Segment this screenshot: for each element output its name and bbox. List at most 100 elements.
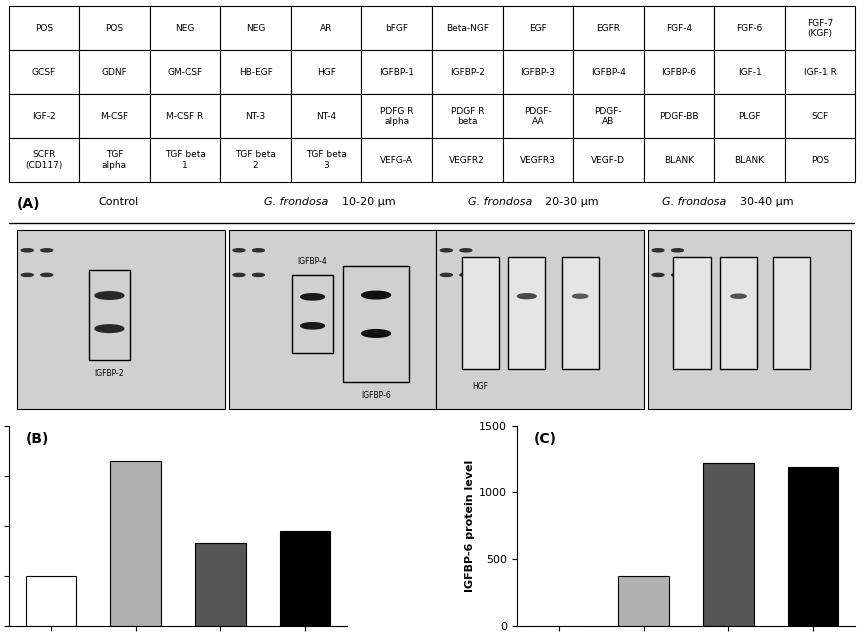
Bar — [785, 6, 855, 51]
Bar — [361, 6, 432, 51]
Text: BLANK: BLANK — [734, 155, 765, 165]
Text: VEGFR3: VEGFR3 — [520, 155, 556, 165]
Bar — [720, 257, 757, 369]
Bar — [220, 94, 291, 138]
Text: TGF beta
3: TGF beta 3 — [306, 150, 346, 170]
Bar — [343, 266, 410, 382]
Bar — [573, 94, 644, 138]
Circle shape — [441, 274, 453, 276]
Bar — [220, 138, 291, 182]
Circle shape — [460, 274, 472, 276]
Text: VEGF-D: VEGF-D — [591, 155, 626, 165]
Text: AR: AR — [320, 24, 333, 33]
Bar — [149, 94, 220, 138]
Y-axis label: IGFBP-6 protein level: IGFBP-6 protein level — [465, 459, 475, 592]
Circle shape — [362, 330, 391, 337]
Text: EGFR: EGFR — [596, 24, 620, 33]
Text: Control: Control — [98, 197, 139, 207]
Text: IGFBP-4: IGFBP-4 — [591, 68, 626, 76]
Text: HGF: HGF — [473, 382, 488, 391]
Text: POS: POS — [811, 155, 829, 165]
Text: (B): (B) — [26, 432, 49, 446]
Circle shape — [252, 249, 264, 252]
Bar — [785, 94, 855, 138]
Bar — [361, 51, 432, 94]
Bar — [26, 576, 76, 626]
Circle shape — [252, 274, 264, 276]
Bar — [703, 463, 753, 626]
Text: PDGF-BB: PDGF-BB — [659, 112, 699, 121]
Bar — [280, 531, 330, 626]
Text: IGFBP-6: IGFBP-6 — [662, 68, 696, 76]
Bar — [79, 6, 149, 51]
Bar — [788, 467, 838, 626]
Text: HGF: HGF — [317, 68, 335, 76]
Circle shape — [671, 249, 683, 252]
Text: IGF-1 R: IGF-1 R — [804, 68, 836, 76]
Circle shape — [95, 325, 124, 332]
Bar — [229, 230, 436, 409]
Bar — [508, 257, 545, 369]
Text: GM-CSF: GM-CSF — [168, 68, 202, 76]
Bar — [644, 51, 715, 94]
Text: (C): (C) — [534, 432, 556, 446]
Text: VEGFR2: VEGFR2 — [449, 155, 486, 165]
Bar — [9, 138, 79, 182]
Text: GDNF: GDNF — [102, 68, 127, 76]
Circle shape — [652, 249, 664, 252]
Text: G. frondosa: G. frondosa — [264, 197, 328, 207]
Bar — [432, 94, 503, 138]
Circle shape — [22, 274, 33, 276]
Bar — [715, 94, 785, 138]
Bar — [292, 275, 333, 353]
Text: FGF-6: FGF-6 — [736, 24, 763, 33]
Circle shape — [301, 294, 325, 300]
Text: IGFBP-2: IGFBP-2 — [450, 68, 485, 76]
Text: TGF
alpha: TGF alpha — [102, 150, 127, 170]
Bar — [79, 94, 149, 138]
Text: PDFG R
alpha: PDFG R alpha — [380, 107, 414, 126]
Circle shape — [731, 294, 746, 298]
Bar — [785, 138, 855, 182]
Bar — [17, 230, 225, 409]
Bar — [9, 94, 79, 138]
Text: EGF: EGF — [529, 24, 547, 33]
Text: 30-40 μm: 30-40 μm — [740, 197, 793, 207]
Text: IGF-1: IGF-1 — [738, 68, 761, 76]
Circle shape — [95, 292, 124, 300]
Circle shape — [22, 249, 33, 252]
Text: HB-EGF: HB-EGF — [238, 68, 272, 76]
Circle shape — [41, 274, 53, 276]
Bar — [619, 576, 669, 626]
Bar — [79, 138, 149, 182]
Text: M-CSF: M-CSF — [100, 112, 129, 121]
Bar — [715, 138, 785, 182]
Text: 10-20 μm: 10-20 μm — [341, 197, 396, 207]
Bar — [562, 257, 599, 369]
Bar — [291, 51, 361, 94]
Circle shape — [573, 294, 588, 298]
Text: PDGF-
AA: PDGF- AA — [524, 107, 551, 126]
Bar — [291, 94, 361, 138]
Bar — [503, 94, 573, 138]
Bar — [149, 138, 220, 182]
Text: (A): (A) — [17, 197, 41, 210]
Text: TGF beta
2: TGF beta 2 — [235, 150, 276, 170]
Bar — [648, 230, 851, 409]
Bar — [361, 138, 432, 182]
Text: IGFBP-3: IGFBP-3 — [520, 68, 556, 76]
Bar — [195, 544, 245, 626]
Text: IGFBP-2: IGFBP-2 — [94, 369, 124, 378]
Bar — [644, 94, 715, 138]
Bar — [436, 230, 644, 409]
Text: POS: POS — [35, 24, 53, 33]
Bar — [291, 138, 361, 182]
Text: PDGF-
AB: PDGF- AB — [594, 107, 622, 126]
Circle shape — [41, 249, 53, 252]
Text: Beta-NGF: Beta-NGF — [446, 24, 489, 33]
Circle shape — [301, 323, 325, 329]
Bar — [773, 257, 810, 369]
Bar — [361, 94, 432, 138]
Bar — [9, 6, 79, 51]
Bar — [503, 51, 573, 94]
